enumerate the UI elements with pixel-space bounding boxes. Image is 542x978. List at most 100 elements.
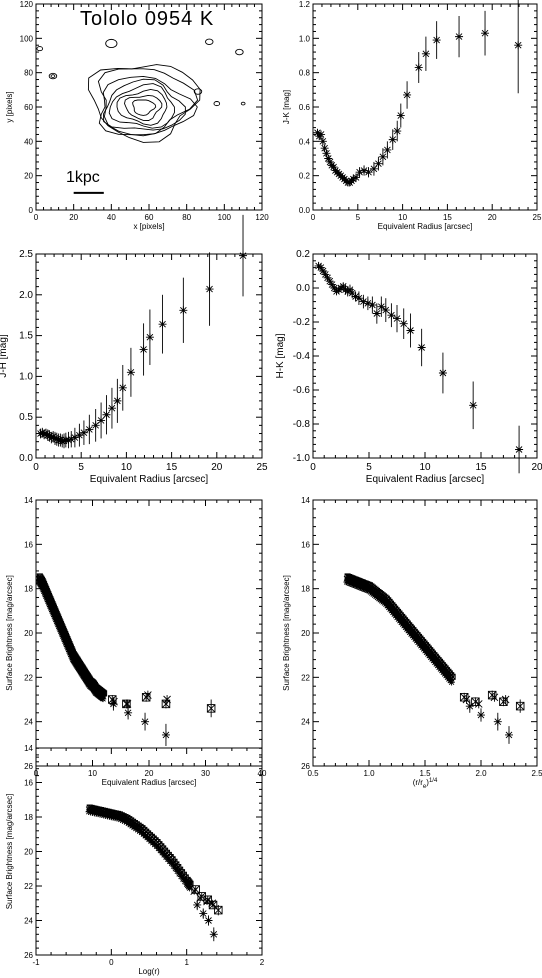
data-point [381, 306, 390, 315]
data-point [383, 145, 392, 154]
data-point [102, 410, 111, 419]
x-tick-label: 0.5 [307, 769, 319, 778]
data-point [455, 32, 464, 41]
contour-blob [205, 38, 214, 45]
y-tick-label: 0.8 [299, 69, 311, 78]
data-point [67, 435, 76, 444]
data-point [64, 436, 73, 445]
data-point-h [190, 887, 199, 895]
y-tick-label: 1.5 [19, 331, 33, 342]
data-point-h [474, 700, 483, 708]
x-tick-label: 5 [78, 462, 84, 473]
data-point [345, 285, 354, 294]
data-point [139, 345, 148, 354]
x-tick-label: 25 [533, 213, 542, 222]
y-tick-label: 0.2 [296, 249, 310, 260]
data-point [328, 280, 337, 289]
x-tick-label: 120 [255, 213, 269, 222]
data-point [321, 270, 330, 279]
y-tick-label: 60 [24, 103, 33, 112]
plot-frame [312, 253, 538, 459]
data-point [515, 445, 524, 454]
data-point [368, 301, 377, 309]
x-tick-label: 0 [310, 462, 316, 473]
data-point [85, 425, 94, 434]
data-point [324, 154, 333, 163]
panel-sb-r14: 0.5 1.0 1.5 2.0 2.5 14 16 18 20 22 24 26 (r/re)1/4 Su… [282, 496, 542, 790]
data-point [514, 41, 523, 50]
data-point [52, 435, 61, 444]
x-axis-label: (r/re)1/4 [413, 778, 438, 790]
data-point-k [493, 717, 502, 726]
x-tick-label: 10 [398, 213, 407, 222]
contour-blob [48, 72, 58, 80]
data-point [351, 292, 360, 301]
x-tick-label: -1 [32, 958, 40, 967]
y-tick-label: -0.4 [293, 351, 311, 362]
x-tick-label: 0 [34, 213, 39, 222]
y-tick-label: 24 [24, 718, 33, 727]
x-tick-label: 1.5 [419, 769, 431, 778]
profile-point-k [448, 679, 455, 686]
x-tick-label: 20 [531, 462, 542, 473]
data-point-h [203, 897, 211, 906]
data-point-k [465, 702, 474, 711]
y-tick-label: 22 [24, 673, 33, 682]
data-point [326, 157, 335, 166]
data-point-k [199, 909, 208, 918]
y-tick-label: 26 [24, 951, 33, 960]
data-point [56, 436, 65, 445]
data-point-k [161, 730, 170, 739]
data-point [364, 168, 373, 177]
contour-level [103, 78, 186, 131]
x-tick-label: 5 [356, 213, 361, 222]
data-point [126, 368, 135, 377]
data-point-k [209, 930, 218, 939]
x-axis-label: x [pixels] [133, 222, 164, 231]
x-tick-label: 2.0 [475, 769, 487, 778]
x-tick-label: 100 [218, 213, 232, 222]
contour-level [124, 94, 163, 121]
data-point [91, 421, 100, 430]
contour-blob [105, 38, 118, 49]
data-point [438, 369, 447, 377]
y-tick-label: 0 [29, 206, 34, 215]
y-tick-label: 20 [24, 629, 33, 638]
x-tick-label: 15 [443, 213, 452, 222]
data-point [399, 319, 408, 328]
profile-point-k [186, 884, 193, 892]
data-point-k [505, 730, 513, 739]
x-tick-label: 2 [260, 958, 265, 967]
y-tick-label: 26 [24, 762, 33, 771]
data-point [403, 90, 412, 99]
data-point [60, 436, 69, 445]
panel-hk: 0 5 10 15 20 -1.0 -0.8 -0.6 -0.4 -0.2 0.0 0.2 Equiva… [275, 249, 542, 485]
profile-point-j [101, 690, 108, 697]
data-point [369, 164, 378, 173]
y-tick-label: 0.0 [296, 283, 310, 294]
x-axis-label: Equivalent Radius [arcsec] [378, 222, 473, 231]
data-point [316, 263, 325, 272]
y-axis-label: H-K [mag] [275, 333, 286, 378]
profile-point-k [99, 695, 107, 703]
y-tick-label: 0.4 [299, 137, 311, 146]
y-tick-label: 20 [24, 172, 33, 181]
data-point [417, 343, 426, 352]
y-tick-label: 14 [301, 496, 310, 505]
y-tick-label: 14 [24, 744, 33, 753]
x-tick-label: 10 [88, 769, 97, 778]
data-point [118, 383, 127, 392]
data-point [239, 251, 248, 260]
y-tick-label: 20 [24, 848, 33, 857]
data-point [339, 282, 348, 291]
data-point [359, 297, 368, 306]
x-tick-label: 15 [166, 462, 178, 473]
data-point-k [141, 717, 150, 726]
data-point [330, 284, 339, 292]
scale-bar-label: 1kpc [66, 169, 100, 186]
y-tick-label: 16 [24, 779, 33, 788]
y-tick-label: -0.8 [293, 419, 311, 430]
y-tick-label: 2.5 [19, 249, 33, 260]
